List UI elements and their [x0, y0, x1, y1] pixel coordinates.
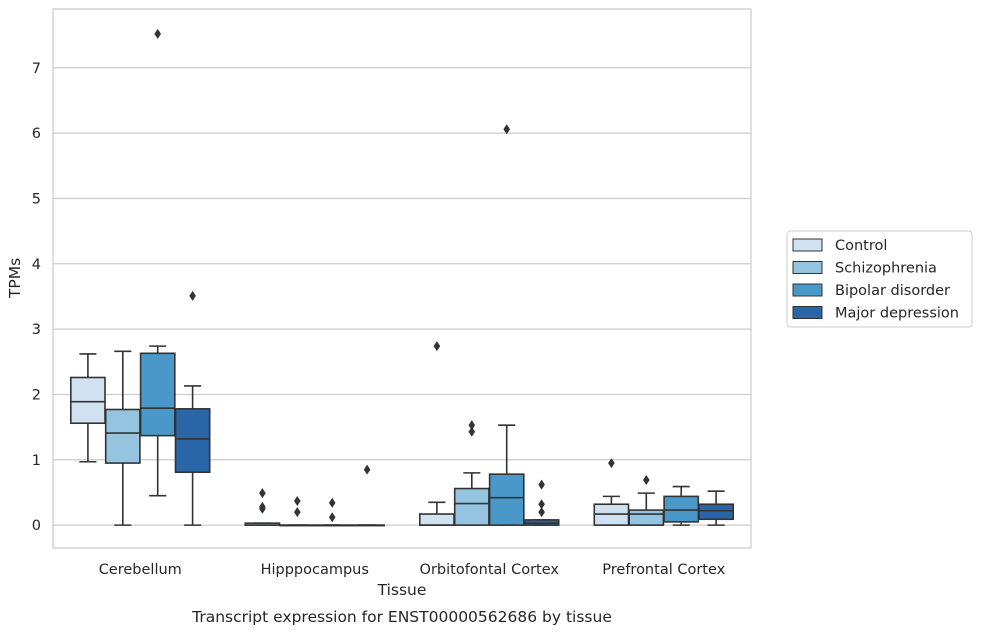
- outlier-0: [328, 512, 336, 523]
- box-1-1: [279, 495, 316, 527]
- box-0-0: [69, 353, 106, 463]
- outlier-2: [259, 488, 266, 499]
- outlier-0: [643, 475, 650, 486]
- box-body: [69, 376, 106, 425]
- box-2-0: [139, 28, 176, 497]
- box-body: [418, 513, 455, 526]
- box-body: [698, 503, 735, 521]
- legend-swatch-3: [792, 306, 823, 319]
- box-2-1: [314, 497, 351, 527]
- legend: Control Schizophrenia Bipolar disorder Majo…: [786, 230, 973, 328]
- legend-label-0: Control: [835, 238, 887, 254]
- legend-label-3: Major depression: [835, 306, 959, 322]
- legend-swatch-1: [792, 261, 823, 274]
- legend-swatch-0: [792, 238, 823, 252]
- box-0-2: [418, 341, 455, 526]
- x-tick-label-0: Cerebellum: [99, 562, 182, 578]
- legend-label-2: Bipolar disorder: [835, 283, 950, 299]
- box-plots: [69, 28, 735, 527]
- box-3-1: [349, 464, 386, 527]
- x-tick-label-2: Orbitofontal Cortex: [420, 562, 560, 578]
- outlier-0: [608, 458, 615, 469]
- box-body: [488, 473, 525, 526]
- plot-frame: [52, 8, 752, 549]
- x-axis-title: Tissue: [377, 581, 427, 599]
- y-tick-labels: 0 1 2 3 4 5 6 7: [32, 61, 41, 534]
- box-body: [104, 408, 141, 464]
- legend-label-1: Schizophrenia: [835, 261, 937, 277]
- outlier-0: [538, 507, 545, 518]
- outlier-0: [189, 290, 196, 301]
- outlier-0: [468, 426, 476, 437]
- outlier-1: [328, 497, 336, 508]
- outlier-1: [259, 501, 266, 512]
- outlier-1: [294, 495, 301, 506]
- y-tick-label-5: 5: [32, 191, 41, 207]
- legend-frame: [786, 230, 973, 328]
- x-tick-label-1: Hipppocampus: [261, 562, 369, 578]
- box-body: [663, 495, 700, 523]
- y-tick-label-0: 0: [32, 518, 41, 534]
- y-tick-label-7: 7: [32, 61, 41, 77]
- box-body: [174, 408, 211, 474]
- box-0-3: [593, 458, 630, 526]
- chart-caption: Transcript expression for ENST0000056268…: [191, 608, 612, 626]
- y-tick-label-1: 1: [32, 453, 41, 469]
- box-body: [453, 487, 490, 526]
- box-3-2: [523, 479, 560, 526]
- y-tick-label-6: 6: [32, 126, 41, 142]
- box-0-1: [244, 488, 281, 526]
- y-tick-label-4: 4: [32, 257, 41, 273]
- box-1-0: [104, 350, 141, 526]
- outlier-1: [468, 420, 476, 431]
- y-tick-label-3: 3: [32, 322, 41, 338]
- outlier-0: [154, 28, 161, 39]
- outlier-0: [294, 507, 301, 518]
- outlier-2: [538, 479, 545, 490]
- box-3-0: [174, 290, 211, 526]
- box-1-2: [453, 420, 490, 526]
- outlier-0: [363, 464, 371, 475]
- x-tick-labels: Cerebellum Hipppocampus Orbitofontal Corte…: [99, 562, 726, 578]
- box-body: [628, 509, 665, 526]
- y-axis-title: TPMs: [6, 258, 24, 299]
- box-3-3: [698, 490, 735, 526]
- outlier-0: [433, 341, 441, 352]
- outlier-0: [503, 124, 510, 135]
- box-2-2: [488, 124, 525, 526]
- legend-swatch-2: [792, 283, 823, 297]
- box-body: [139, 352, 176, 437]
- outlier-1: [538, 499, 545, 510]
- box-2-3: [663, 485, 700, 526]
- box-1-3: [628, 475, 665, 526]
- y-tick-label-2: 2: [32, 387, 41, 403]
- x-tick-label-3: Prefrontal Cortex: [602, 562, 725, 578]
